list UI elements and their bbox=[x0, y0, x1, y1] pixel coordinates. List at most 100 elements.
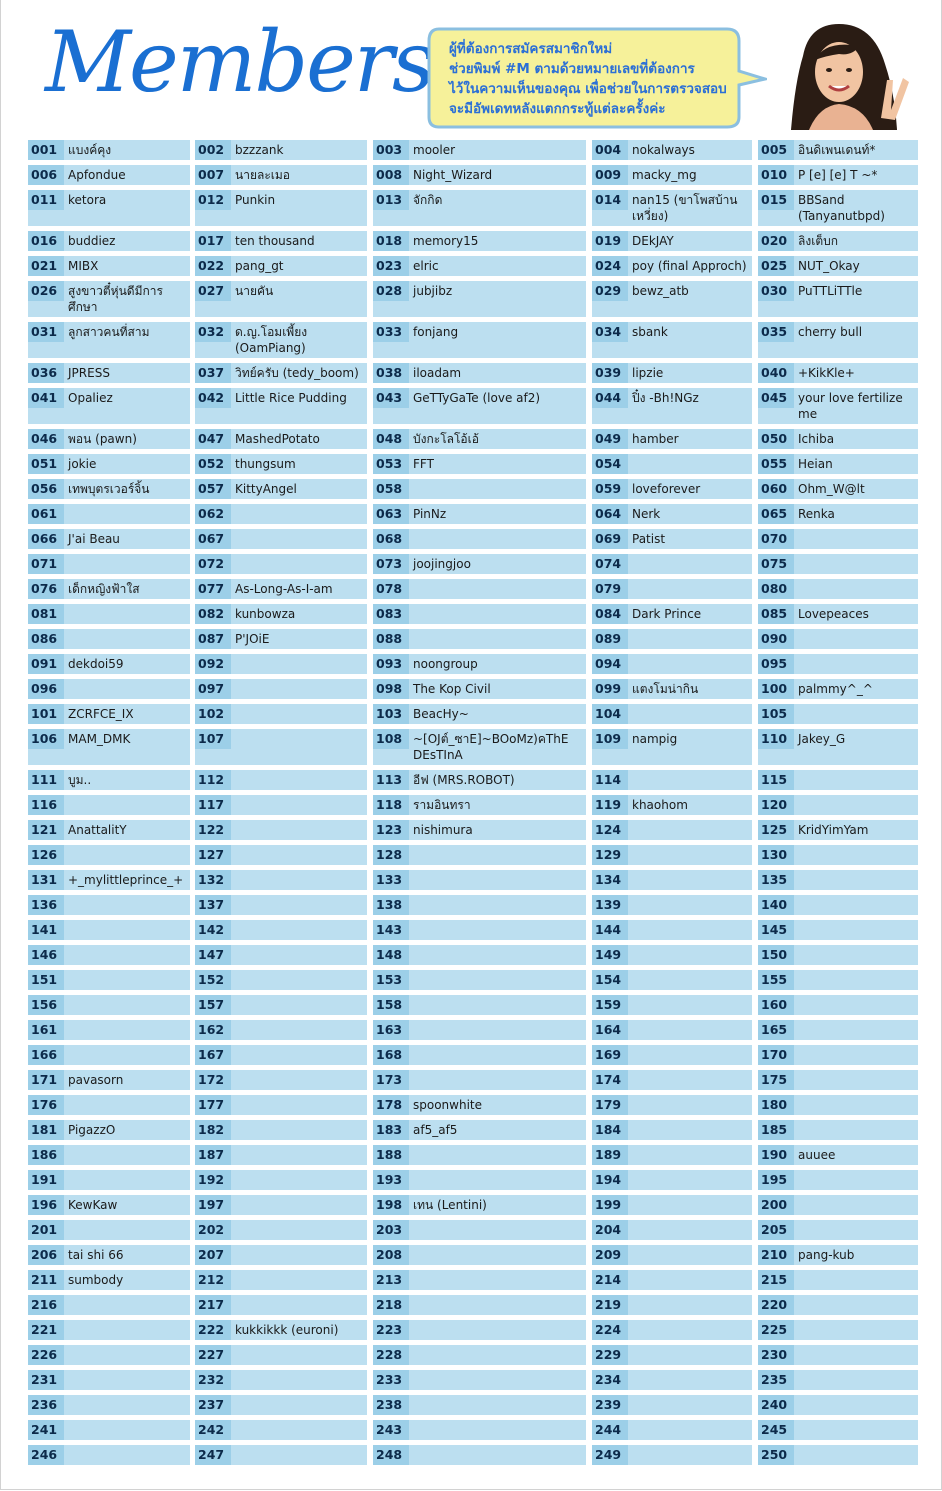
member-number: 169 bbox=[592, 1045, 628, 1065]
member-cell: 130 bbox=[758, 845, 918, 865]
member-number: 068 bbox=[373, 529, 409, 549]
member-number: 134 bbox=[592, 870, 628, 890]
member-name: pavasorn bbox=[68, 1073, 124, 1087]
member-cell: 080 bbox=[758, 579, 918, 599]
member-cell: 027 นายคัน bbox=[195, 281, 367, 317]
member-cell: 068 bbox=[373, 529, 586, 549]
member-name: elric bbox=[413, 259, 439, 273]
member-number: 040 bbox=[758, 363, 794, 383]
member-number: 142 bbox=[195, 920, 231, 940]
member-number: 246 bbox=[28, 1445, 64, 1465]
member-name: nampig bbox=[632, 732, 678, 746]
member-cell: 056 เทพบุตรเวอร์จิ้น bbox=[28, 479, 190, 499]
notice-line: ช่วยพิมพ์ #M ตามด้วยหมายเลขที่ต้องการ bbox=[449, 61, 695, 77]
member-number: 104 bbox=[592, 704, 628, 724]
member-cell: 198 เทน (Lentini) bbox=[373, 1195, 586, 1215]
member-cell: 234 bbox=[592, 1370, 752, 1390]
member-number: 090 bbox=[758, 629, 794, 649]
member-cell: 163 bbox=[373, 1020, 586, 1040]
member-number: 087 bbox=[195, 629, 231, 649]
member-cell: 203 bbox=[373, 1220, 586, 1240]
member-cell: 237 bbox=[195, 1395, 367, 1415]
member-number: 110 bbox=[758, 729, 794, 749]
member-number: 245 bbox=[758, 1420, 794, 1440]
member-cell: 029 bewz_atb bbox=[592, 281, 752, 317]
member-cell: 126 bbox=[28, 845, 190, 865]
member-cell: 022 pang_gt bbox=[195, 256, 367, 276]
member-name: ketora bbox=[68, 193, 107, 207]
member-number: 250 bbox=[758, 1445, 794, 1465]
member-number: 085 bbox=[758, 604, 794, 624]
member-number: 060 bbox=[758, 479, 794, 499]
member-name: ด.ญ.โอมเพี้ยง (OamPiang) bbox=[235, 325, 308, 355]
member-cell: 117 bbox=[195, 795, 367, 815]
member-cell: 055 Heian bbox=[758, 454, 918, 474]
member-name: Patist bbox=[632, 532, 666, 546]
member-cell: 128 bbox=[373, 845, 586, 865]
member-number: 243 bbox=[373, 1420, 409, 1440]
member-cell: 236 bbox=[28, 1395, 190, 1415]
member-number: 003 bbox=[373, 140, 409, 160]
member-cell: 094 bbox=[592, 654, 752, 674]
member-cell: 102 bbox=[195, 704, 367, 724]
member-number: 017 bbox=[195, 231, 231, 251]
member-cell: 124 bbox=[592, 820, 752, 840]
member-cell: 007 นายละเมอ bbox=[195, 165, 367, 185]
member-number: 130 bbox=[758, 845, 794, 865]
member-number: 070 bbox=[758, 529, 794, 549]
member-cell: 131 +_mylittleprince_+ bbox=[28, 870, 190, 890]
member-cell: 039 lipzie bbox=[592, 363, 752, 383]
member-cell: 019 DEkJAY bbox=[592, 231, 752, 251]
member-cell: 210 pang-kub bbox=[758, 1245, 918, 1265]
member-cell: 043 GeTTyGaTe (love af2) bbox=[373, 388, 586, 424]
member-cell: 035 cherry bull bbox=[758, 322, 918, 358]
member-cell: 069 Patist bbox=[592, 529, 752, 549]
member-number: 034 bbox=[592, 322, 628, 342]
member-number: 223 bbox=[373, 1320, 409, 1340]
member-number: 228 bbox=[373, 1345, 409, 1365]
member-name: lipzie bbox=[632, 366, 664, 380]
member-cell: 150 bbox=[758, 945, 918, 965]
member-cell: 054 bbox=[592, 454, 752, 474]
member-cell: 181 PigazzO bbox=[28, 1120, 190, 1140]
member-cell: 063 PinNz bbox=[373, 504, 586, 524]
member-number: 200 bbox=[758, 1195, 794, 1215]
member-number: 135 bbox=[758, 870, 794, 890]
member-cell: 224 bbox=[592, 1320, 752, 1340]
member-number: 121 bbox=[28, 820, 64, 840]
member-name: pang-kub bbox=[798, 1248, 855, 1262]
member-number: 074 bbox=[592, 554, 628, 574]
member-number: 158 bbox=[373, 995, 409, 1015]
member-cell: 202 bbox=[195, 1220, 367, 1240]
member-cell: 002 bzzzank bbox=[195, 140, 367, 160]
member-cell: 103 BeacHy~ bbox=[373, 704, 586, 724]
member-number: 026 bbox=[28, 281, 64, 301]
member-name: Lovepeaces bbox=[798, 607, 869, 621]
member-name: จักกิด bbox=[413, 193, 443, 207]
member-cell: 033 fonjang bbox=[373, 322, 586, 358]
member-cell: 109 nampig bbox=[592, 729, 752, 765]
member-cell: 118 รามอินทรา bbox=[373, 795, 586, 815]
member-name: GeTTyGaTe (love af2) bbox=[413, 391, 541, 405]
member-name: cherry bull bbox=[798, 325, 863, 339]
member-number: 221 bbox=[28, 1320, 64, 1340]
member-cell: 172 bbox=[195, 1070, 367, 1090]
member-cell: 250 bbox=[758, 1445, 918, 1465]
member-number: 198 bbox=[373, 1195, 409, 1215]
member-cell: 174 bbox=[592, 1070, 752, 1090]
member-number: 238 bbox=[373, 1395, 409, 1415]
member-cell: 231 bbox=[28, 1370, 190, 1390]
member-name: Ichiba bbox=[798, 432, 835, 446]
member-cell: 141 bbox=[28, 920, 190, 940]
member-number: 160 bbox=[758, 995, 794, 1015]
member-cell: 082 kunbowza bbox=[195, 604, 367, 624]
member-number: 052 bbox=[195, 454, 231, 474]
member-number: 027 bbox=[195, 281, 231, 301]
member-cell: 115 bbox=[758, 770, 918, 790]
member-number: 038 bbox=[373, 363, 409, 383]
member-cell: 026 สูงขาวตี๋หุ่นดีมีการศึกษา bbox=[28, 281, 190, 317]
member-cell: 180 bbox=[758, 1095, 918, 1115]
member-number: 076 bbox=[28, 579, 64, 599]
member-number: 235 bbox=[758, 1370, 794, 1390]
member-number: 215 bbox=[758, 1270, 794, 1290]
